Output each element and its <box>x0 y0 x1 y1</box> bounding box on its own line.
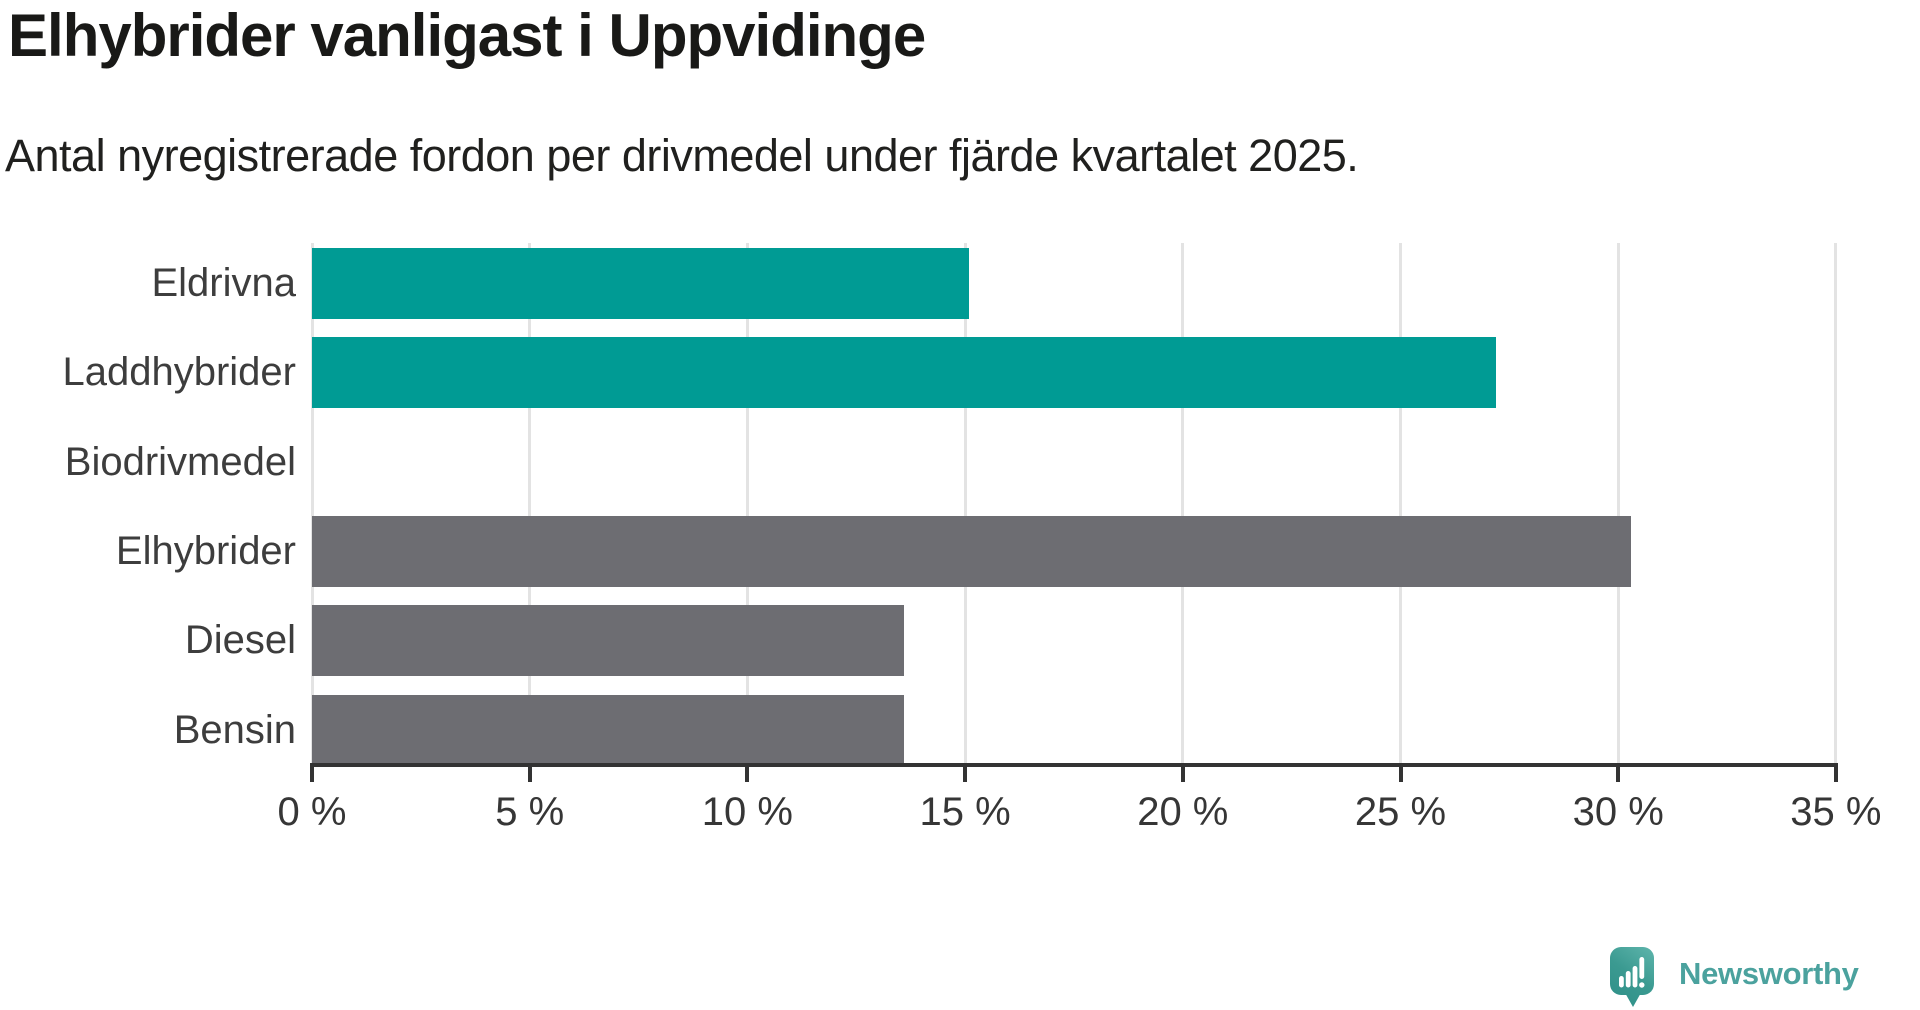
category-label: Biodrivmedel <box>64 439 296 484</box>
chart-subtitle: Antal nyregistrerade fordon per drivmede… <box>5 130 1359 181</box>
x-axis-tick-label: 0 % <box>277 790 347 834</box>
gridline <box>1834 243 1838 763</box>
category-label: Bensin <box>173 707 296 752</box>
x-axis-tick-label: 30 % <box>1572 790 1664 834</box>
gridline <box>310 243 314 763</box>
bar-elhybrider <box>312 515 1632 587</box>
gridline <box>1399 243 1402 763</box>
gridline <box>1181 243 1185 763</box>
x-axis-tick-label: 25 % <box>1354 790 1447 834</box>
newsworthy-logo-icon <box>1610 947 1654 1007</box>
x-axis-tick <box>527 765 532 782</box>
bar-eldrivna <box>312 248 970 319</box>
x-axis-line <box>310 763 1838 767</box>
x-axis-tick <box>963 765 968 782</box>
gridline <box>963 243 967 763</box>
x-axis-tick-label: 5 % <box>495 790 565 834</box>
x-axis-tick <box>1833 765 1838 782</box>
gridline <box>528 243 532 763</box>
bar-laddhybrider <box>312 337 1497 409</box>
x-axis-tick-label: 35 % <box>1790 790 1882 834</box>
newsworthy-logo-text: Newsworthy <box>1679 956 1859 991</box>
gridline <box>745 243 749 763</box>
x-axis-tick-label: 20 % <box>1137 790 1229 834</box>
x-axis-tick <box>1180 765 1185 782</box>
x-axis-tick <box>1398 765 1403 782</box>
chart-title: Elhybrider vanligast i Uppvidinge <box>8 2 926 69</box>
x-axis-tick-label: 10 % <box>701 790 793 834</box>
bar-diesel <box>312 605 905 677</box>
x-axis-tick <box>745 765 750 782</box>
newsworthy-logo: Newsworthy <box>1609 946 1859 1008</box>
x-axis-tick <box>1616 765 1621 782</box>
bar-bensin <box>312 694 905 766</box>
x-axis-tick <box>310 765 314 782</box>
category-label: Eldrivna <box>151 261 296 305</box>
category-label: Elhybrider <box>115 528 296 573</box>
x-axis-tick-label: 15 % <box>919 790 1011 834</box>
category-label: Laddhybrider <box>62 350 297 395</box>
category-label: Diesel <box>184 618 296 663</box>
gridline <box>1616 243 1620 763</box>
